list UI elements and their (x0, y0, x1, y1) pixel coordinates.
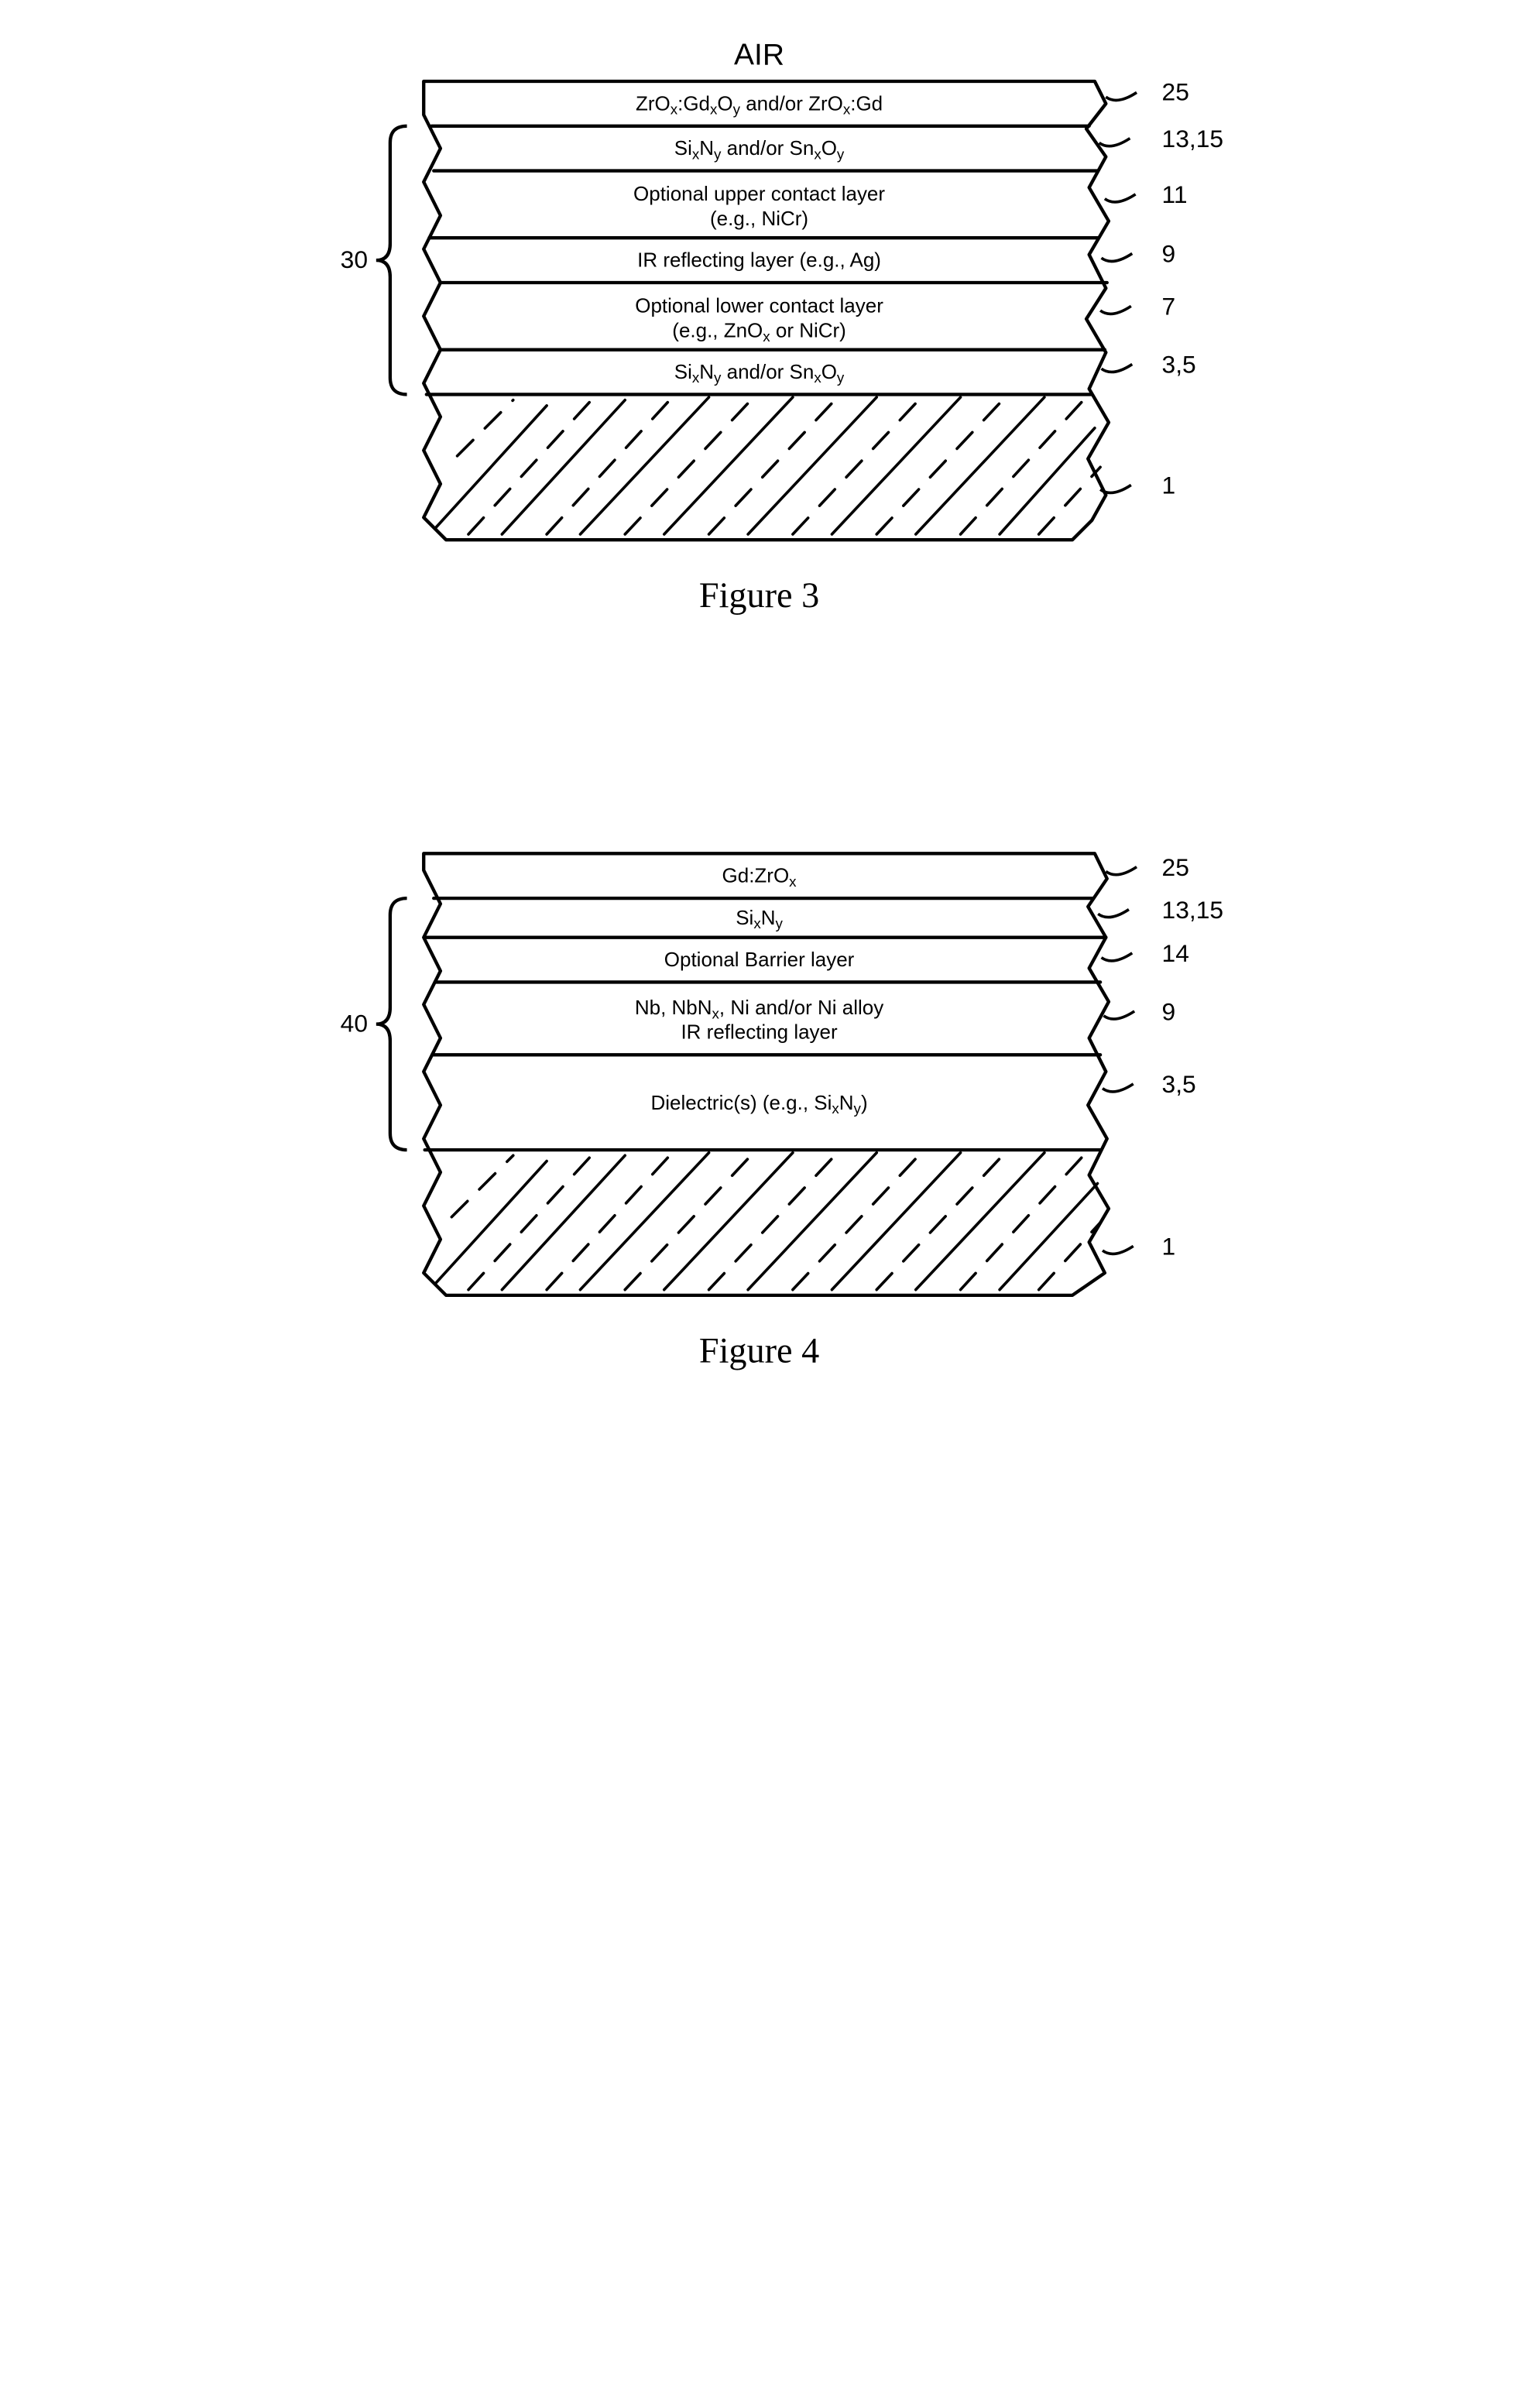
f4-callout-14: 14 (1161, 939, 1188, 967)
f4-layer-1315-text: SixNy (736, 906, 783, 931)
f4-callout-25: 25 (1161, 853, 1188, 881)
figure-3-labels: 25 13,15 11 9 7 3,5 1 (1161, 77, 1223, 499)
figure-4-labels: 25 13,15 14 9 3,5 1 (1161, 853, 1223, 1261)
figure-3: AIR (267, 31, 1274, 758)
f4-callout-35: 3,5 (1161, 1070, 1195, 1098)
layer-11-text-2: (e.g., NiCr) (710, 207, 808, 230)
substrate-hatch (434, 397, 1099, 534)
f4-layer-25-text: Gd:ZrOx (722, 863, 797, 889)
bracket-40 (376, 898, 406, 1150)
f4-callout-1315: 13,15 (1161, 896, 1223, 924)
layer-11-text-1: Optional upper contact layer (633, 182, 885, 205)
f4-layer-9-text-2: IR reflecting layer (681, 1021, 838, 1044)
layer-9-text: IR reflecting layer (e.g., Ag) (637, 248, 881, 271)
substrate-hatch-4 (434, 1153, 1099, 1290)
callout-7: 7 (1161, 293, 1175, 321)
bracket-40-label: 40 (340, 1009, 367, 1037)
layer-3-5-text: SixNy and/or SnxOy (674, 360, 844, 386)
figure-3-svg: AIR (267, 31, 1274, 758)
bracket-30-label: 30 (340, 245, 367, 273)
layer-7-text-2: (e.g., ZnOx or NiCr) (672, 318, 846, 344)
callout-11: 11 (1161, 180, 1187, 208)
f4-layer-9-text-1: Nb, NbNx, Ni and/or Ni alloy (634, 996, 883, 1021)
figure-4-texts: Gd:ZrOx SixNy Optional Barrier layer Nb,… (634, 863, 883, 1117)
layer-13-15-text: SixNy and/or SnxOy (674, 136, 844, 162)
figure-4-caption: Figure 4 (698, 1330, 818, 1370)
f4-callout-1: 1 (1161, 1232, 1175, 1260)
bracket-30 (376, 126, 406, 395)
figure-3-caption: Figure 3 (698, 575, 818, 615)
callout-25: 25 (1161, 77, 1188, 105)
figure-4-callouts (1098, 867, 1137, 1254)
f4-layer-35-text: Dielectric(s) (e.g., SixNy) (650, 1091, 867, 1117)
callout-13-15: 13,15 (1161, 125, 1223, 153)
air-label: AIR (734, 38, 784, 71)
callout-3-5: 3,5 (1161, 351, 1195, 379)
figure-4: Gd:ZrOx SixNy Optional Barrier layer Nb,… (267, 820, 1274, 1491)
layer-7-text-1: Optional lower contact layer (635, 294, 883, 317)
figure-4-svg: Gd:ZrOx SixNy Optional Barrier layer Nb,… (267, 820, 1274, 1491)
f4-callout-9: 9 (1161, 997, 1175, 1025)
f4-layer-14-text: Optional Barrier layer (664, 948, 854, 971)
layer-25-text: ZrOx:GdxOy and/or ZrOx:Gd (635, 91, 882, 117)
callout-9: 9 (1161, 240, 1175, 268)
callout-1: 1 (1161, 472, 1175, 499)
